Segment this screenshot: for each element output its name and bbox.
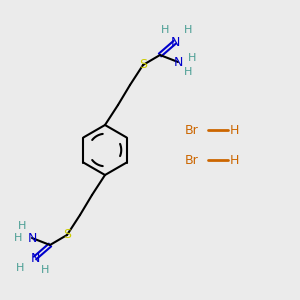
Text: H: H	[230, 124, 239, 136]
Text: N: N	[173, 56, 183, 68]
Text: H: H	[18, 221, 26, 231]
Text: N: N	[170, 35, 180, 49]
Text: N: N	[27, 232, 37, 244]
Text: H: H	[184, 25, 192, 35]
Text: H: H	[230, 154, 239, 166]
Text: H: H	[41, 265, 49, 275]
Text: Br: Br	[185, 124, 199, 136]
Text: H: H	[188, 53, 196, 63]
Text: Br: Br	[185, 154, 199, 166]
Text: H: H	[14, 233, 22, 243]
Text: S: S	[139, 58, 147, 71]
Text: H: H	[16, 263, 24, 273]
Text: S: S	[63, 229, 71, 242]
Text: N: N	[30, 251, 40, 265]
Text: H: H	[161, 25, 169, 35]
Text: H: H	[184, 67, 192, 77]
